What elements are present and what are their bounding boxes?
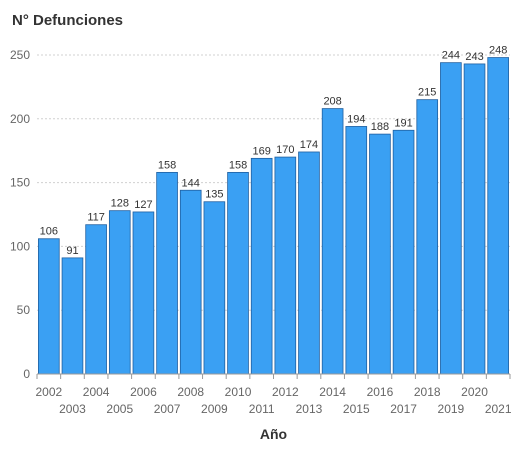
- y-tick-label: 50: [17, 303, 31, 317]
- data-label: 191: [394, 117, 412, 129]
- x-tick-label: 2005: [106, 402, 133, 416]
- x-tick-label: 2009: [201, 402, 228, 416]
- data-label: 127: [134, 199, 152, 211]
- data-label: 244: [442, 50, 460, 62]
- x-tick-label: 2020: [461, 385, 488, 399]
- data-label: 188: [371, 121, 389, 133]
- data-label: 91: [66, 245, 78, 257]
- bar: [487, 57, 509, 375]
- data-label: 215: [418, 87, 436, 99]
- bar: [392, 129, 415, 375]
- data-label: 106: [40, 226, 58, 238]
- x-tick-label: 2012: [272, 385, 299, 399]
- data-label: 144: [182, 177, 200, 189]
- bar: [463, 63, 486, 375]
- bar: [179, 189, 202, 375]
- x-tick-label: 2019: [438, 402, 465, 416]
- data-label: 243: [465, 51, 483, 63]
- data-label: 158: [229, 159, 247, 171]
- bar: [61, 257, 84, 375]
- data-label: 194: [347, 113, 365, 125]
- bar: [440, 62, 462, 375]
- y-tick-label: 150: [10, 176, 30, 190]
- x-tick-label: 2010: [225, 385, 252, 399]
- chart-title: N° Defunciones: [12, 12, 124, 29]
- data-label: 170: [276, 144, 294, 156]
- x-tick-label: 2011: [249, 402, 275, 416]
- x-tick-label: 2004: [83, 385, 110, 399]
- bar: [369, 133, 391, 375]
- x-axis-title: Año: [260, 426, 287, 442]
- y-tick-label: 100: [10, 239, 30, 253]
- x-tick-label: 2013: [296, 402, 323, 416]
- data-label: 158: [158, 159, 176, 171]
- data-label: 128: [111, 198, 129, 210]
- x-tick-label: 2007: [154, 402, 181, 416]
- bar: [227, 171, 249, 375]
- bar: [416, 99, 439, 375]
- bar: [38, 238, 60, 375]
- bar: [156, 171, 178, 375]
- bar: [132, 211, 155, 375]
- bar: [274, 156, 297, 375]
- data-label: 117: [87, 212, 105, 224]
- data-label: 135: [205, 189, 223, 201]
- x-tick-label: 2021: [485, 402, 512, 416]
- x-tick-label: 2002: [35, 385, 62, 399]
- bar: [321, 108, 344, 375]
- x-tick-label: 2018: [414, 385, 441, 399]
- x-tick-label: 2015: [343, 402, 370, 416]
- x-tick-label: 2003: [59, 402, 86, 416]
- bar: [85, 224, 107, 375]
- data-label: 248: [489, 45, 507, 57]
- data-label: 208: [323, 96, 341, 108]
- y-tick-label: 250: [10, 48, 30, 62]
- x-tick-label: 2008: [177, 385, 204, 399]
- bar: [108, 210, 131, 375]
- x-tick-label: 2017: [390, 402, 417, 416]
- x-tick-label: 2016: [367, 385, 394, 399]
- data-label: 174: [300, 139, 318, 151]
- x-tick-label: 2014: [319, 385, 346, 399]
- bar: [203, 201, 226, 375]
- bar: [250, 157, 273, 375]
- bar: [298, 151, 320, 375]
- data-label: 169: [252, 145, 270, 157]
- y-tick-label: 200: [10, 112, 30, 126]
- bar: [345, 126, 368, 375]
- y-tick-label: 0: [23, 367, 30, 381]
- x-tick-label: 2006: [130, 385, 157, 399]
